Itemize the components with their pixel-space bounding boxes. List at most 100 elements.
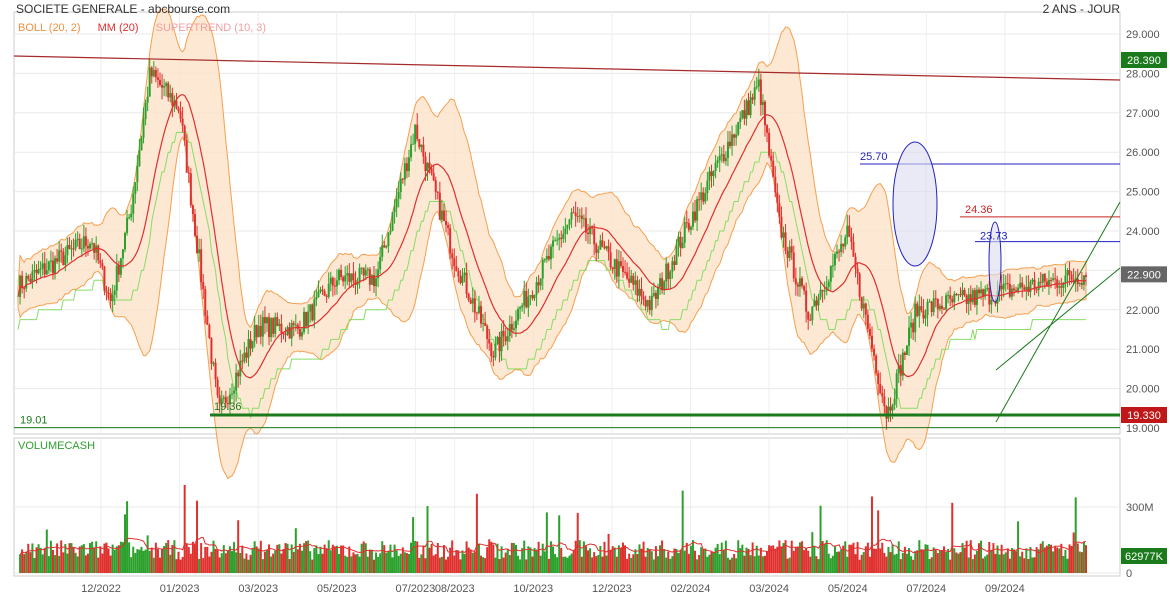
volume-bar (568, 555, 571, 573)
candle-body (465, 272, 468, 294)
candle-body (95, 245, 98, 253)
volume-bar (920, 549, 923, 573)
candle-body (344, 275, 347, 282)
volume-bar (29, 552, 32, 573)
candle-body (253, 324, 256, 341)
candle-body (21, 275, 24, 289)
volume-bar (136, 549, 139, 573)
volume-bar (868, 556, 871, 573)
candle-body (1054, 278, 1057, 280)
volume-bar (1068, 544, 1071, 573)
volume-bar (681, 490, 684, 573)
candle-body (202, 282, 205, 290)
candle-body (558, 237, 561, 240)
volume-bar (21, 549, 24, 573)
candle-body (1062, 282, 1065, 288)
volume-bar (134, 553, 137, 573)
volume-bar (745, 547, 748, 573)
candle-body (305, 311, 308, 327)
candle-body (870, 335, 873, 349)
candle-body (852, 241, 855, 257)
volume-bar (381, 541, 384, 573)
volume-bar (241, 546, 244, 573)
candle-body (607, 246, 610, 253)
volume-bar (817, 559, 820, 573)
candle-body (796, 284, 799, 287)
candle-body (759, 79, 762, 105)
candle-body (689, 226, 692, 230)
candle-body (685, 222, 688, 224)
volume-bar (482, 557, 485, 573)
volume-last-tag: 62977K (1125, 551, 1164, 563)
candle-body (687, 223, 690, 230)
volume-bar (1039, 543, 1042, 573)
volume-bar (940, 550, 943, 573)
candle-body (1000, 285, 1003, 290)
candle-body (712, 171, 715, 177)
candle-body (473, 298, 476, 313)
volume-bars (19, 484, 1087, 573)
volume-bar (1052, 551, 1055, 573)
volume-bar (171, 544, 174, 573)
candle-body (1085, 275, 1087, 278)
candle-body (274, 317, 277, 334)
volume-bar (640, 548, 643, 573)
volume-bar (539, 555, 542, 573)
candle-body (276, 317, 279, 327)
volume-bar (1058, 548, 1061, 573)
candle-body (231, 393, 234, 395)
candle-body (142, 119, 145, 138)
candle-body (152, 69, 155, 77)
volume-bar (389, 544, 392, 573)
mm-path (17, 93, 1087, 379)
candle-body (329, 277, 332, 284)
y-tick-label: 20.000 (1126, 384, 1160, 396)
candle-body (25, 275, 28, 289)
candle-body (807, 311, 810, 320)
volume-bar (724, 540, 727, 573)
candle-body (278, 323, 281, 327)
volume-bar (844, 541, 847, 573)
candle-body (706, 180, 709, 194)
volume-bar (488, 539, 491, 573)
volume-bar (994, 553, 997, 573)
candle-body (506, 335, 509, 342)
candle-body (654, 293, 657, 299)
x-tick-label: 07/2024 (906, 583, 946, 595)
volume-bar (858, 559, 861, 573)
x-tick-label: 05/2023 (317, 583, 357, 595)
candle-body (819, 289, 822, 298)
candle-body (323, 291, 326, 296)
candle-body (105, 290, 108, 293)
candle-body (496, 336, 499, 345)
channel-mid-line (995, 267, 1121, 371)
candle-body (37, 268, 40, 274)
volume-bar (80, 545, 83, 573)
candle-body (124, 232, 127, 250)
volume-bar (591, 557, 594, 573)
volume-bar (309, 551, 312, 573)
candle-body (747, 100, 750, 116)
volume-bar (504, 552, 507, 573)
volume-bar (74, 552, 77, 573)
candle-body (216, 379, 219, 396)
volume-bar (809, 556, 812, 573)
volume-bar (580, 556, 583, 573)
volume-bar (325, 548, 328, 573)
candle-body (910, 322, 913, 328)
candle-body (54, 258, 57, 274)
candle-body (885, 406, 888, 419)
volume-bar (109, 555, 112, 573)
candle-body (926, 301, 929, 316)
volume-bar (930, 557, 933, 573)
trend-lines: 19.36 19.01 25.70 24.36 23.73 (13, 55, 1121, 429)
volume-bar (914, 551, 917, 573)
volume-bar (202, 558, 205, 573)
candle-body (196, 235, 199, 254)
candle-body (58, 250, 61, 262)
volume-bar (459, 559, 462, 573)
candle-body (91, 243, 94, 245)
volume-bar (142, 550, 145, 573)
volume-bar (113, 549, 116, 573)
volume-bar (480, 555, 483, 573)
